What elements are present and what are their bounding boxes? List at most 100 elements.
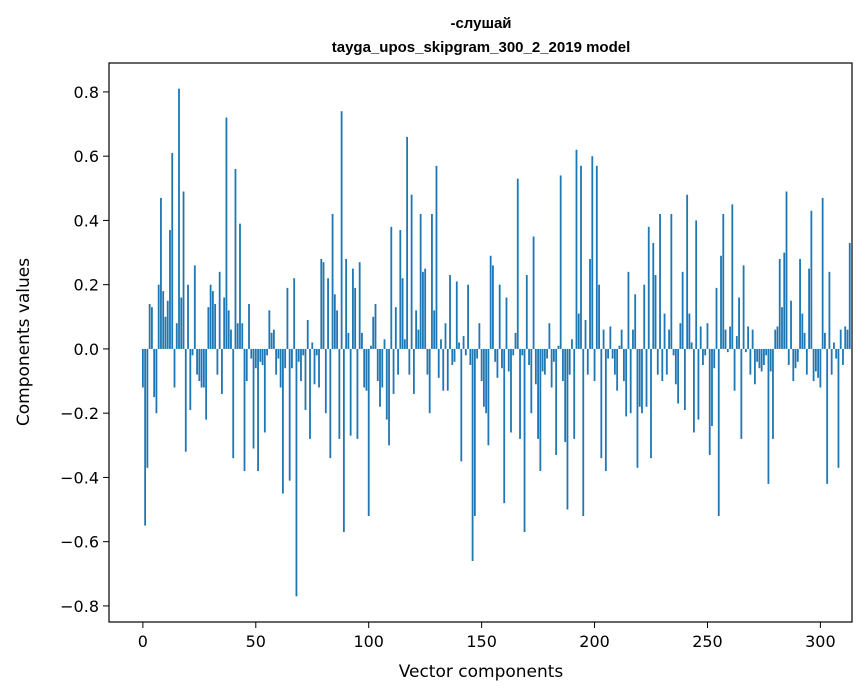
- bar-293: [803, 332, 806, 349]
- bar-305: [830, 348, 833, 375]
- bar-75: [311, 342, 314, 349]
- bar-42: [236, 323, 239, 349]
- bar-4: [151, 307, 153, 349]
- bar-189: [568, 348, 571, 375]
- bar-250: [706, 323, 709, 349]
- bar-108: [385, 348, 388, 420]
- bar-30: [209, 284, 212, 349]
- bar-66: [291, 348, 293, 369]
- bar-304: [828, 271, 831, 349]
- x-tick-label: 100: [353, 632, 384, 651]
- bar-160: [503, 348, 506, 504]
- bar-307: [835, 348, 838, 359]
- bar-55: [266, 348, 268, 356]
- bar-99: [365, 348, 368, 391]
- bar-212: [620, 329, 623, 349]
- bar-103: [374, 303, 377, 349]
- bar-131: [437, 348, 440, 378]
- bar-311: [844, 326, 847, 349]
- bar-188: [566, 348, 569, 510]
- bar-98: [363, 348, 366, 388]
- bar-215: [627, 271, 630, 349]
- bar-87: [338, 348, 341, 439]
- y-tick-label: 0.8: [74, 83, 99, 102]
- bar-77: [315, 348, 318, 356]
- bar-35: [221, 348, 223, 394]
- bar-192: [575, 149, 578, 349]
- bar-10: [164, 316, 167, 349]
- bar-199: [591, 156, 594, 349]
- bar-105: [379, 348, 381, 407]
- bar-149: [478, 323, 481, 349]
- bar-251: [708, 348, 711, 455]
- bar-33: [216, 348, 219, 375]
- bar-81: [324, 348, 327, 414]
- bar-163: [510, 348, 512, 433]
- bar-152: [485, 348, 488, 414]
- bar-110: [390, 226, 393, 349]
- bar-132: [440, 339, 442, 349]
- bar-180: [548, 323, 551, 349]
- bar-300: [819, 348, 822, 388]
- y-axis-label: Components values: [14, 258, 34, 426]
- bar-145: [469, 348, 472, 365]
- bar-209: [613, 348, 616, 375]
- bar-91: [347, 332, 350, 349]
- bar-140: [458, 342, 460, 349]
- bar-211: [618, 345, 621, 349]
- bar-187: [564, 348, 567, 443]
- chart-subtitle: tayga_upos_skipgram_300_2_2019 model: [332, 39, 631, 56]
- bar-153: [487, 348, 490, 446]
- bar-50: [254, 348, 257, 369]
- bar-84: [331, 213, 334, 349]
- bar-263: [735, 336, 738, 349]
- bar-124: [422, 271, 424, 349]
- bar-115: [401, 278, 404, 349]
- bar-205: [604, 348, 607, 472]
- bar-102: [372, 316, 375, 349]
- bar-272: [756, 348, 759, 362]
- bar-58: [272, 329, 275, 349]
- bar-249: [704, 348, 707, 356]
- bar-261: [731, 204, 734, 349]
- bar-159: [501, 348, 503, 369]
- bar-217: [632, 329, 634, 349]
- bar-138: [453, 348, 456, 362]
- bar-191: [573, 348, 576, 439]
- bar-41: [234, 169, 237, 349]
- bar-182: [552, 348, 555, 362]
- bar-86: [336, 310, 338, 349]
- bar-282: [778, 258, 781, 349]
- bar-185: [559, 175, 562, 349]
- bar-253: [713, 348, 716, 369]
- bar-273: [758, 348, 761, 369]
- bar-201: [595, 165, 598, 349]
- bar-256: [720, 255, 722, 349]
- x-tick-label: 0: [138, 632, 148, 651]
- bar-237: [677, 348, 680, 404]
- bar-11: [166, 300, 169, 349]
- bar-93: [352, 268, 354, 349]
- bar-109: [388, 348, 390, 446]
- x-tick-label: 250: [692, 632, 723, 651]
- x-axis-label: Vector components: [399, 662, 564, 682]
- bar-294: [805, 348, 808, 375]
- bar-136: [449, 275, 451, 349]
- bar-107: [383, 339, 386, 349]
- bar-223: [645, 348, 648, 407]
- bar-37: [225, 117, 228, 349]
- bar-227: [654, 275, 657, 349]
- bar-184: [557, 345, 560, 349]
- bar-274: [760, 348, 763, 372]
- bar-164: [512, 348, 515, 356]
- bar-216: [629, 348, 632, 414]
- bar-226: [652, 242, 655, 349]
- bar-40: [232, 348, 235, 459]
- bar-301: [821, 197, 824, 349]
- bar-292: [801, 313, 804, 349]
- bar-278: [769, 348, 772, 372]
- bar-62: [281, 348, 284, 494]
- bar-313: [848, 242, 851, 349]
